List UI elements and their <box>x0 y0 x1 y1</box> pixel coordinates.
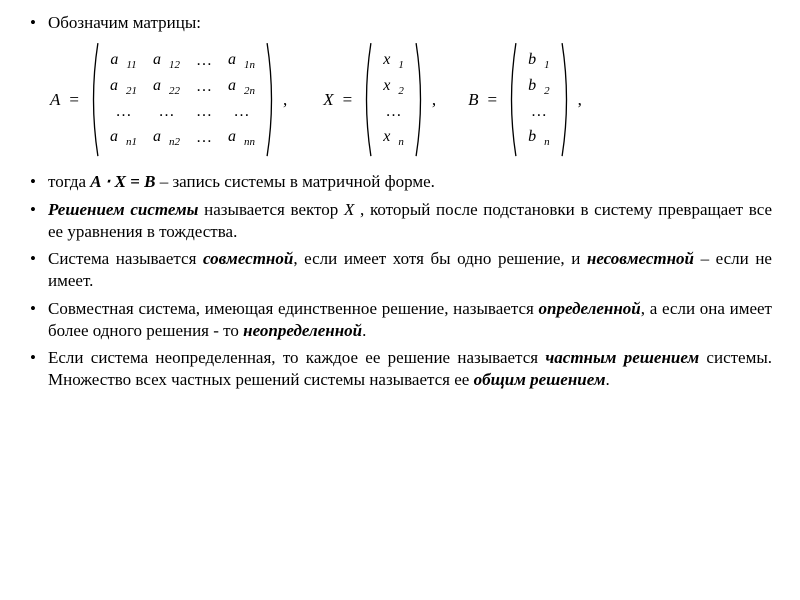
b4-t2: несовместной <box>587 249 694 268</box>
b5-post: . <box>362 321 366 340</box>
equals-2: = <box>343 89 353 111</box>
comma-3: , <box>578 89 582 111</box>
matrix-cell: … <box>378 100 410 124</box>
matrix-cell: ann <box>220 125 263 151</box>
matrix-cell: an1 <box>102 125 145 151</box>
b2-post: – запись системы в матричной форме. <box>155 172 434 191</box>
lparen-icon <box>506 42 517 157</box>
b3-X: X <box>344 200 354 219</box>
matrix-cell: an2 <box>145 125 188 151</box>
b6-t2: общим решением <box>474 370 606 389</box>
bullet-4: Система называется совместной, если имее… <box>20 248 772 292</box>
matrix-cell: x1 <box>375 48 412 74</box>
matrix-cell: … <box>150 100 182 124</box>
b6-t1: частным решением <box>545 348 699 367</box>
matrix-cell: … <box>523 100 555 124</box>
b4-mid: , если имеет хотя бы одно решение, и <box>293 249 587 268</box>
matrix-cell: bn <box>520 125 558 151</box>
rparen-icon <box>266 42 277 157</box>
b5-t1: определенной <box>539 299 641 318</box>
matrix-cell: … <box>225 100 257 124</box>
matrix-cell: a1n <box>220 48 263 74</box>
lparen-icon <box>361 42 372 157</box>
label-A: A <box>50 89 60 111</box>
matrix-cell: … <box>188 100 220 124</box>
matrix-equation-row: A = a11a12…a1na21a22…a2n…………an1an2…ann ,… <box>50 42 772 157</box>
matrix-cell: a12 <box>145 48 188 74</box>
label-B: B <box>468 89 478 111</box>
matrix-A: a11a12…a1na21a22…a2n…………an1an2…ann <box>88 42 277 157</box>
b2-pre: тогда <box>48 172 90 191</box>
bullet-3: Решением системы называется вектор X , к… <box>20 199 772 243</box>
b6-pre: Если система неопределенная, то каждое е… <box>48 348 545 367</box>
matrix-cell: … <box>107 100 139 124</box>
bullet-6: Если система неопределенная, то каждое е… <box>20 347 772 391</box>
b5-pre: Совместная система, имеющая единственное… <box>48 299 539 318</box>
lparen-icon <box>88 42 99 157</box>
b3-term: Решением системы <box>48 200 198 219</box>
b3-mid1: называется вектор <box>198 200 343 219</box>
matrix-B: b1b2…bn <box>506 42 572 157</box>
equals-1: = <box>69 89 79 111</box>
bullet-5: Совместная система, имеющая единственное… <box>20 298 772 342</box>
matrix-cell: x2 <box>375 74 412 100</box>
matrix-cell: b2 <box>520 74 558 100</box>
matrix-cell: a11 <box>102 48 144 74</box>
matrix-X: x1x2…xn <box>361 42 426 157</box>
matrix-cell: a21 <box>102 74 145 100</box>
matrix-cell: a22 <box>145 74 188 100</box>
b4-pre: Система называется <box>48 249 203 268</box>
matrix-cell: … <box>188 126 220 150</box>
matrix-cell: b1 <box>520 48 558 74</box>
rparen-icon <box>415 42 426 157</box>
b5-t2: неопределенной <box>243 321 362 340</box>
b2-eq: A ⋅ X = B <box>90 172 155 191</box>
b4-t1: совместной <box>203 249 293 268</box>
bullet-2: тогда A ⋅ X = B – запись системы в матри… <box>20 171 772 193</box>
comma-1: , <box>283 89 287 111</box>
matrix-cell: … <box>188 75 220 99</box>
label-X: X <box>323 89 333 111</box>
comma-2: , <box>432 89 436 111</box>
equals-3: = <box>487 89 497 111</box>
b6-post: . <box>606 370 610 389</box>
bullet-1: Обозначим матрицы: <box>20 12 772 34</box>
matrix-cell: … <box>188 49 220 73</box>
matrix-cell: xn <box>375 125 412 151</box>
rparen-icon <box>561 42 572 157</box>
matrix-cell: a2n <box>220 74 263 100</box>
bullet-1-text: Обозначим матрицы: <box>48 13 201 32</box>
